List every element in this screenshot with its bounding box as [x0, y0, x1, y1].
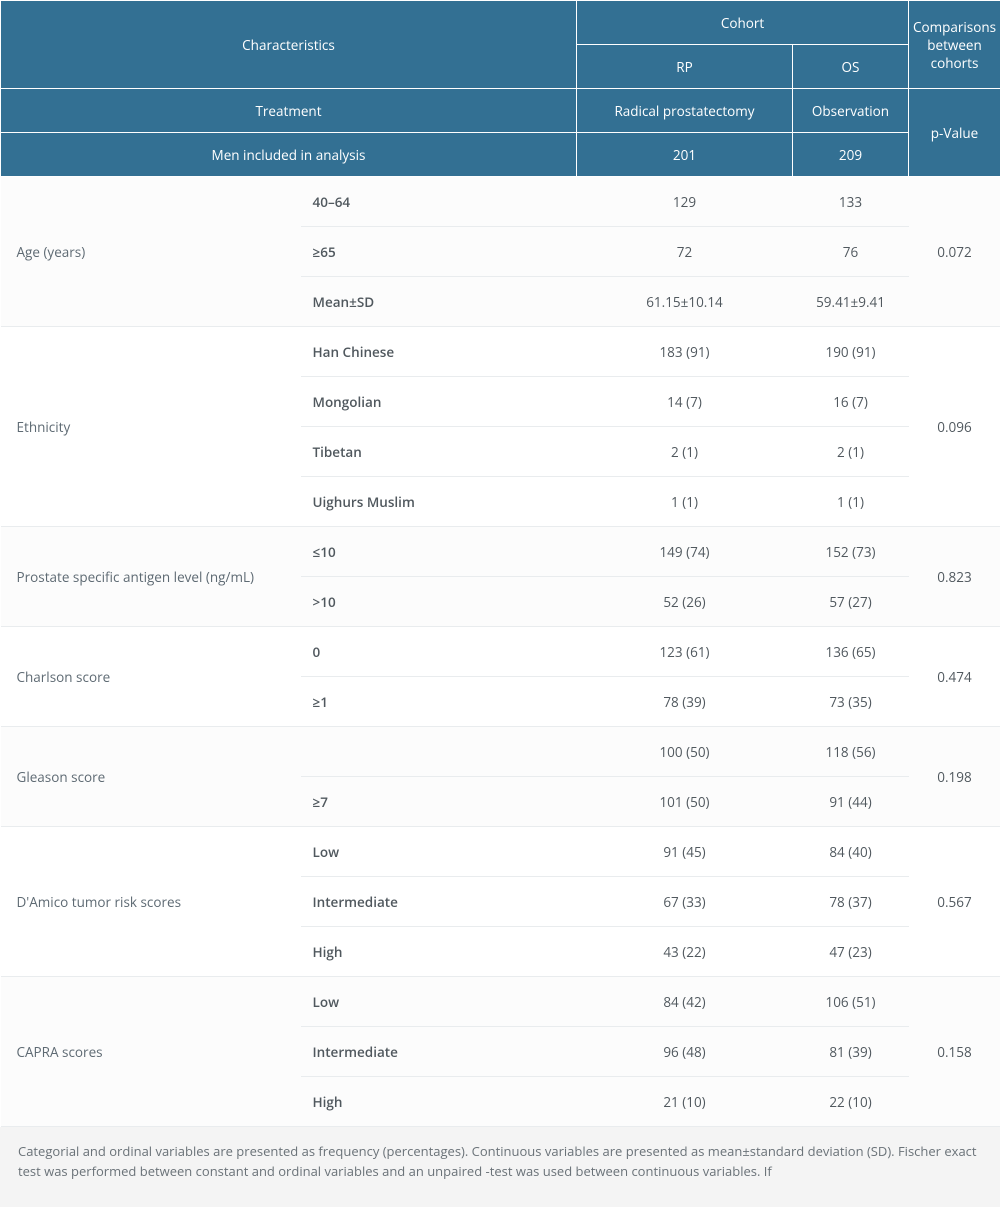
table-footnote: Categorial and ordinal variables are pre…	[0, 1127, 1000, 1207]
cell-os: 78 (37)	[793, 877, 909, 927]
row-sub-label: Mean±SD	[301, 277, 577, 327]
cell-os: 16 (7)	[793, 377, 909, 427]
cell-os: 59.41±9.41	[793, 277, 909, 327]
table-row: Prostate specific antigen level (ng/mL)≤…	[1, 527, 1000, 577]
row-group-label: CAPRA scores	[1, 977, 301, 1127]
hdr-treatment-os: Observation	[793, 89, 909, 133]
row-sub-label: ≤10	[301, 527, 577, 577]
cell-os: 57 (27)	[793, 577, 909, 627]
row-sub-label: ≥1	[301, 677, 577, 727]
row-group-label: Charlson score	[1, 627, 301, 727]
cell-rp: 21 (10)	[577, 1077, 793, 1127]
cell-os: 47 (23)	[793, 927, 909, 977]
cell-rp: 96 (48)	[577, 1027, 793, 1077]
cell-os: 133	[793, 177, 909, 227]
cell-os: 22 (10)	[793, 1077, 909, 1127]
cell-os: 190 (91)	[793, 327, 909, 377]
table-header: Characteristics Cohort Comparisons betwe…	[1, 1, 1000, 177]
cell-pvalue: 0.096	[909, 327, 1000, 527]
row-sub-label: High	[301, 927, 577, 977]
row-group-label: Gleason score	[1, 727, 301, 827]
cell-rp: 183 (91)	[577, 327, 793, 377]
table-row: Gleason score100 (50)118 (56)0.198	[1, 727, 1000, 777]
hdr-men: Men included in analysis	[1, 133, 577, 177]
cell-rp: 2 (1)	[577, 427, 793, 477]
cell-os: 1 (1)	[793, 477, 909, 527]
row-group-label: Prostate specific antigen level (ng/mL)	[1, 527, 301, 627]
cell-rp: 52 (26)	[577, 577, 793, 627]
hdr-men-rp: 201	[577, 133, 793, 177]
cell-rp: 1 (1)	[577, 477, 793, 527]
cell-rp: 149 (74)	[577, 527, 793, 577]
cell-rp: 78 (39)	[577, 677, 793, 727]
hdr-comparisons: Comparisons between cohorts	[909, 1, 1000, 89]
row-sub-label: >10	[301, 577, 577, 627]
row-sub-label: ≥7	[301, 777, 577, 827]
table-row: CAPRA scoresLow84 (42)106 (51)0.158	[1, 977, 1000, 1027]
cell-pvalue: 0.158	[909, 977, 1000, 1127]
row-sub-label	[301, 727, 577, 777]
cell-rp: 129	[577, 177, 793, 227]
table-row: D'Amico tumor risk scoresLow91 (45)84 (4…	[1, 827, 1000, 877]
cell-os: 118 (56)	[793, 727, 909, 777]
cell-rp: 100 (50)	[577, 727, 793, 777]
row-sub-label: 40–64	[301, 177, 577, 227]
cell-pvalue: 0.823	[909, 527, 1000, 627]
cell-pvalue: 0.567	[909, 827, 1000, 977]
row-sub-label: Mongolian	[301, 377, 577, 427]
row-sub-label: Low	[301, 827, 577, 877]
cell-os: 106 (51)	[793, 977, 909, 1027]
hdr-rp: RP	[577, 45, 793, 89]
cell-os: 152 (73)	[793, 527, 909, 577]
table-row: Charlson score0123 (61)136 (65)0.474	[1, 627, 1000, 677]
cell-rp: 61.15±10.14	[577, 277, 793, 327]
cell-pvalue: 0.474	[909, 627, 1000, 727]
cell-rp: 84 (42)	[577, 977, 793, 1027]
cell-os: 136 (65)	[793, 627, 909, 677]
cell-rp: 123 (61)	[577, 627, 793, 677]
row-sub-label: ≥65	[301, 227, 577, 277]
row-sub-label: Han Chinese	[301, 327, 577, 377]
cell-rp: 67 (33)	[577, 877, 793, 927]
row-sub-label: 0	[301, 627, 577, 677]
row-sub-label: Intermediate	[301, 1027, 577, 1077]
row-sub-label: Low	[301, 977, 577, 1027]
hdr-treatment: Treatment	[1, 89, 577, 133]
cell-rp: 43 (22)	[577, 927, 793, 977]
cell-os: 84 (40)	[793, 827, 909, 877]
row-group-label: Ethnicity	[1, 327, 301, 527]
table-body: Age (years)40–641291330.072≥657276Mean±S…	[1, 177, 1000, 1127]
cell-rp: 72	[577, 227, 793, 277]
table-row: Age (years)40–641291330.072	[1, 177, 1000, 227]
row-sub-label: Intermediate	[301, 877, 577, 927]
table-container: Characteristics Cohort Comparisons betwe…	[0, 0, 1000, 1127]
cell-pvalue: 0.198	[909, 727, 1000, 827]
hdr-men-os: 209	[793, 133, 909, 177]
cell-rp: 91 (45)	[577, 827, 793, 877]
row-sub-label: Tibetan	[301, 427, 577, 477]
cell-pvalue: 0.072	[909, 177, 1000, 327]
cell-rp: 14 (7)	[577, 377, 793, 427]
cell-os: 76	[793, 227, 909, 277]
hdr-pvalue: p-Value	[909, 89, 1000, 177]
hdr-cohort: Cohort	[577, 1, 909, 45]
characteristics-table: Characteristics Cohort Comparisons betwe…	[0, 0, 1000, 1127]
row-sub-label: Uighurs Muslim	[301, 477, 577, 527]
row-group-label: D'Amico tumor risk scores	[1, 827, 301, 977]
cell-os: 2 (1)	[793, 427, 909, 477]
hdr-characteristics: Characteristics	[1, 1, 577, 89]
cell-os: 91 (44)	[793, 777, 909, 827]
row-sub-label: High	[301, 1077, 577, 1127]
cell-os: 73 (35)	[793, 677, 909, 727]
cell-rp: 101 (50)	[577, 777, 793, 827]
hdr-treatment-rp: Radical prostatectomy	[577, 89, 793, 133]
table-row: EthnicityHan Chinese183 (91)190 (91)0.09…	[1, 327, 1000, 377]
hdr-os: OS	[793, 45, 909, 89]
row-group-label: Age (years)	[1, 177, 301, 327]
cell-os: 81 (39)	[793, 1027, 909, 1077]
